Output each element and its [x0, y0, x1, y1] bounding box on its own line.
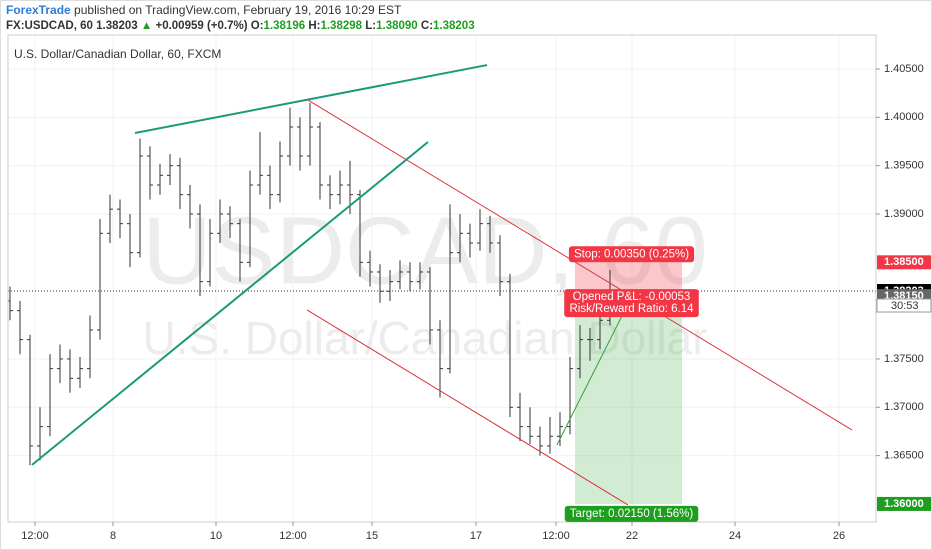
label-text: Stop: 0.00350 (0.25%) — [574, 248, 689, 260]
trend-line — [307, 99, 853, 431]
x-tick-label: 12:00 — [279, 530, 307, 542]
label-text: Opened P&L: -0.00053 — [573, 291, 691, 303]
x-tick-label: 17 — [470, 530, 482, 542]
y-tick-label: 1.40000 — [884, 111, 924, 123]
header-line-2: FX:USDCAD, 60 1.38203 ▲ +0.00959 (+0.7%)… — [6, 18, 475, 34]
high: 1.38298 — [320, 20, 363, 32]
trend-line — [31, 141, 429, 466]
trend-line — [556, 309, 626, 446]
y-tick-label: 1.40500 — [884, 63, 924, 75]
y-tick-label: 1.39500 — [884, 160, 924, 172]
y-tick-label: 1.36500 — [884, 450, 924, 462]
y-tick-label: 1.37000 — [884, 401, 924, 413]
label-box — [564, 505, 699, 522]
x-tick-label: 24 — [729, 530, 741, 542]
label-text: Risk/Reward Ratio: 6.14 — [570, 303, 695, 315]
o-label: O: — [250, 20, 264, 32]
last: 1.38203 — [96, 20, 138, 32]
label-box — [568, 246, 695, 263]
header-line-1: ForexTrade published on TradingView.com,… — [6, 2, 475, 18]
author[interactable]: ForexTrade — [6, 3, 71, 17]
price-tag — [877, 496, 931, 511]
plot-frame — [7, 34, 877, 523]
price-tag-label: 1.38500 — [884, 256, 924, 268]
x-tick-label: 10 — [210, 530, 222, 542]
chart-subtitle: U.S. Dollar/Canadian Dollar, 60, FXCM — [14, 47, 221, 61]
x-tick-label: 8 — [110, 530, 116, 542]
target-zone — [575, 296, 682, 504]
x-tick-label: 12:00 — [542, 530, 570, 542]
label-box — [564, 289, 699, 318]
y-tick-label: 1.39000 — [884, 208, 924, 220]
x-tick-label: 12:00 — [21, 530, 49, 542]
price-tag — [877, 255, 931, 270]
c-label: C: — [420, 20, 434, 32]
low: 1.38090 — [376, 20, 418, 32]
header: ForexTrade published on TradingView.com,… — [6, 2, 475, 34]
trend-line — [306, 309, 629, 506]
position-label: Stop: 0.00350 (0.25%) — [568, 246, 695, 263]
change-arrow: ▲ — [140, 20, 153, 32]
close: 1.38203 — [433, 20, 475, 32]
l-label: L: — [365, 20, 377, 32]
h-label: H: — [308, 20, 321, 32]
trend-line — [134, 64, 488, 134]
x-tick-label: 22 — [626, 530, 638, 542]
watermark-sub: U.S. Dollar/Canadian Dollar — [142, 312, 707, 364]
price-tag-label: 1.36000 — [884, 498, 924, 510]
label-text: Target: 0.02150 (1.56%) — [570, 508, 694, 520]
y-tick-label: 1.37500 — [884, 353, 924, 365]
position-label: Target: 0.02150 (1.56%) — [564, 505, 699, 522]
change: +0.00959 (+0.7%) — [155, 20, 248, 32]
countdown: 30:53 — [891, 300, 919, 312]
x-tick-label: 26 — [833, 530, 845, 542]
open: 1.38196 — [263, 20, 306, 32]
x-tick-label: 15 — [366, 530, 378, 542]
published: published on TradingView.com, February 1… — [74, 3, 402, 17]
symbol: FX:USDCAD, 60 — [6, 20, 93, 32]
countdown-box — [876, 298, 932, 313]
